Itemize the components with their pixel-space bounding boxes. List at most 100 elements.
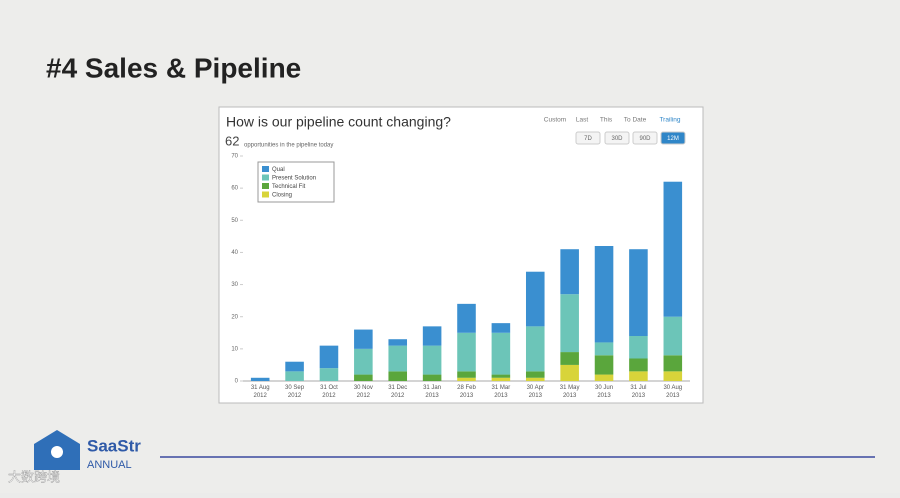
y-tick-label: 30 bbox=[231, 282, 238, 288]
x-tick-line: 31 May bbox=[560, 385, 580, 391]
x-tick-line: 2012 bbox=[391, 393, 405, 399]
bar-segment bbox=[422, 374, 442, 381]
x-tick-label: 31 Jul 2013 bbox=[630, 385, 646, 399]
y-tick-label: 40 bbox=[231, 250, 238, 256]
x-tick-line: 2013 bbox=[666, 393, 680, 399]
range-button[interactable] bbox=[660, 131, 686, 145]
x-tick-line: 31 Aug bbox=[251, 385, 270, 391]
range-button[interactable] bbox=[575, 131, 601, 145]
legend-label: Closing bbox=[272, 193, 292, 199]
bar-segment bbox=[285, 361, 304, 372]
x-tick-line: 30 Apr bbox=[527, 385, 544, 391]
legend-swatch bbox=[262, 166, 269, 172]
bar-segment bbox=[629, 336, 648, 359]
bar-segment bbox=[594, 374, 614, 381]
bar-segment bbox=[491, 374, 511, 378]
bar-segment bbox=[594, 342, 614, 356]
legend-swatch bbox=[262, 191, 269, 198]
x-tick-line: 2013 bbox=[460, 393, 474, 399]
bar-segment bbox=[422, 345, 442, 375]
x-tick-line: 2013 bbox=[425, 393, 439, 399]
x-tick-line: 31 Mar bbox=[492, 385, 511, 391]
bar-segment bbox=[525, 377, 545, 381]
bar-segment bbox=[457, 377, 476, 381]
bar-segment bbox=[663, 181, 683, 317]
bar-segment bbox=[560, 364, 579, 381]
range-button[interactable] bbox=[604, 131, 630, 145]
bar-segment bbox=[388, 339, 408, 346]
x-tick-line: 2012 bbox=[322, 393, 336, 399]
y-tick-label: 70 bbox=[231, 154, 238, 160]
bar-segment bbox=[388, 371, 408, 381]
range-label[interactable]: 7D bbox=[584, 136, 592, 142]
x-tick-label: 28 Feb 2013 bbox=[457, 385, 476, 399]
x-tick-line: 31 Jul bbox=[630, 385, 646, 391]
bar-segment bbox=[663, 355, 683, 372]
range-button[interactable] bbox=[632, 131, 658, 145]
mode-tab[interactable]: This bbox=[600, 117, 613, 124]
bar-segment bbox=[354, 348, 373, 375]
mode-tab[interactable]: To Date bbox=[624, 117, 647, 124]
x-tick-line: 2012 bbox=[254, 393, 268, 399]
chart-title: How is our pipeline count changing? bbox=[226, 114, 451, 130]
x-tick-label: 31 May 2013 bbox=[560, 385, 580, 399]
brand-tag: ANNUAL bbox=[87, 459, 132, 471]
x-tick-label: 30 Sep 2012 bbox=[285, 385, 305, 399]
mode-tab[interactable]: Trailing bbox=[659, 117, 680, 124]
bar-segment bbox=[525, 371, 545, 378]
x-tick-line: 30 Jun bbox=[595, 385, 613, 391]
headline-text: opportunities in the pipeline today bbox=[244, 143, 333, 149]
x-tick-line: 2013 bbox=[632, 393, 646, 399]
bar-segment bbox=[457, 371, 476, 378]
brand: SaaStr bbox=[87, 436, 141, 455]
bar-segment bbox=[629, 371, 648, 381]
x-tick-line: 2013 bbox=[597, 393, 611, 399]
bar-segment bbox=[594, 246, 614, 343]
x-tick-label: 31 Jan 2013 bbox=[423, 385, 441, 399]
y-tick-label: 20 bbox=[231, 314, 238, 320]
range-label[interactable]: 12M bbox=[667, 136, 679, 142]
bar-segment bbox=[354, 329, 373, 349]
legend-box bbox=[257, 161, 335, 203]
y-tick-label: 50 bbox=[231, 218, 238, 224]
watermark: 大数跨境 bbox=[8, 469, 60, 484]
x-tick-line: 31 Dec bbox=[388, 385, 407, 391]
x-tick-label: 30 Jun 2013 bbox=[595, 385, 613, 399]
bar-segment bbox=[250, 377, 270, 381]
logo-icon-dot bbox=[51, 446, 63, 458]
range-label[interactable]: 30D bbox=[611, 136, 623, 142]
bar-segment bbox=[663, 316, 683, 356]
bar-segment bbox=[457, 332, 476, 372]
x-tick-line: 2013 bbox=[563, 393, 577, 399]
legend-swatch bbox=[262, 174, 269, 181]
bar-segment bbox=[285, 371, 304, 381]
bar-segment bbox=[491, 332, 511, 375]
mode-tab[interactable]: Last bbox=[576, 117, 588, 124]
legend-swatch bbox=[262, 183, 269, 189]
bar-segment bbox=[560, 249, 579, 295]
x-tick-line: 2012 bbox=[357, 393, 371, 399]
x-tick-label: 31 Aug 2012 bbox=[251, 385, 270, 399]
x-tick-label: 31 Oct 2012 bbox=[320, 385, 338, 399]
bar-segment bbox=[457, 303, 476, 333]
x-tick-label: 30 Apr 2013 bbox=[527, 385, 544, 399]
x-tick-line: 2013 bbox=[494, 393, 508, 399]
x-tick-line: 30 Aug bbox=[663, 385, 682, 391]
bar-segment bbox=[594, 355, 614, 375]
x-tick-line: 30 Nov bbox=[354, 385, 373, 391]
bar-segment bbox=[491, 377, 511, 381]
x-tick-label: 31 Mar 2013 bbox=[492, 385, 511, 399]
headline-count: 62 bbox=[225, 133, 239, 148]
legend-label: Present Solution bbox=[272, 176, 316, 182]
y-tick-label: 10 bbox=[231, 346, 238, 352]
legend-label: Technical Fit bbox=[272, 184, 306, 190]
bar-segment bbox=[525, 271, 545, 327]
mode-tab[interactable]: Custom bbox=[544, 117, 566, 124]
legend-label: Qual bbox=[272, 167, 285, 173]
range-label[interactable]: 90D bbox=[639, 136, 651, 142]
bar-segment bbox=[422, 326, 442, 346]
x-tick-line: 30 Sep bbox=[285, 385, 305, 391]
x-tick-line: 31 Jan bbox=[423, 385, 441, 391]
